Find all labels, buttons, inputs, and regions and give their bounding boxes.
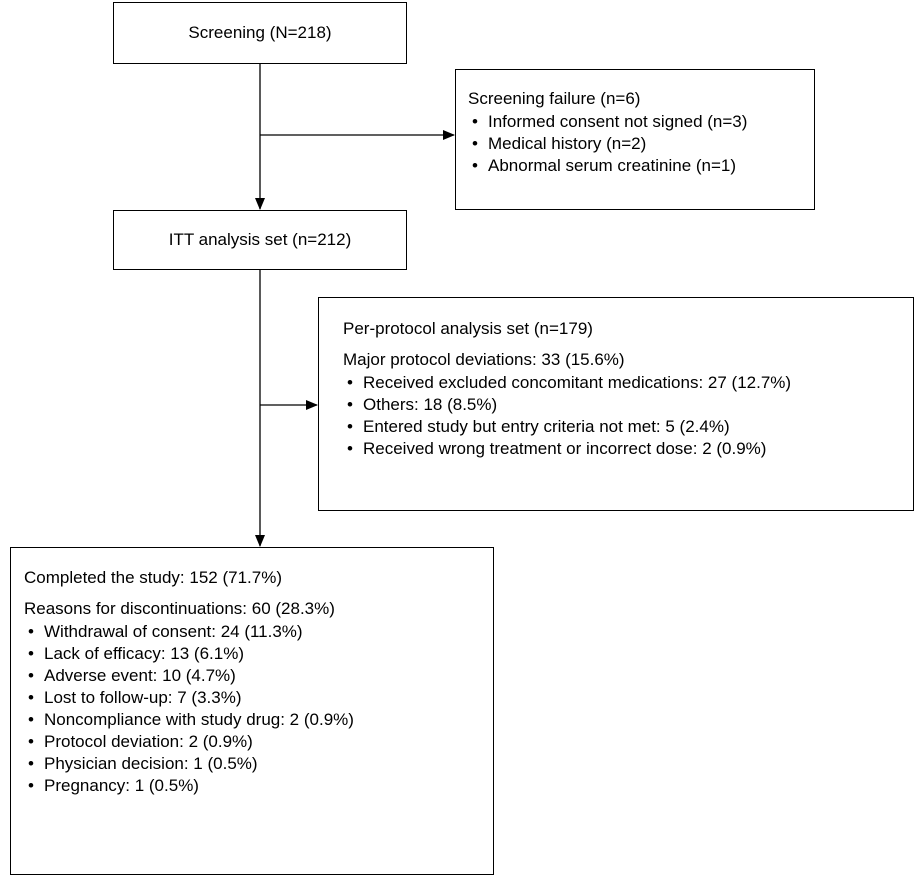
list-item: Pregnancy: 1 (0.5%) (24, 775, 493, 797)
list-item: Lack of efficacy: 13 (6.1%) (24, 643, 493, 665)
completed-title: Completed the study: 152 (71.7%) (24, 568, 282, 587)
list-item: Withdrawal of consent: 24 (11.3%) (24, 621, 493, 643)
screening-failure-box: Screening failure (n=6) Informed consent… (455, 69, 815, 210)
screening-failure-title: Screening failure (n=6) (468, 89, 641, 108)
screening-label: Screening (N=218) (188, 23, 332, 42)
list-item: Medical history (n=2) (468, 133, 814, 155)
list-item: Noncompliance with study drug: 2 (0.9%) (24, 709, 493, 731)
screening-box: Screening (N=218) (113, 2, 407, 64)
list-item: Protocol deviation: 2 (0.9%) (24, 731, 493, 753)
list-item: Received excluded concomitant medication… (343, 372, 913, 394)
screening-failure-list: Informed consent not signed (n=3) Medica… (468, 111, 814, 177)
discontinuation-header: Reasons for discontinuations: 60 (28.3%) (24, 599, 335, 618)
itt-box: ITT analysis set (n=212) (113, 210, 407, 270)
list-item: Adverse event: 10 (4.7%) (24, 665, 493, 687)
deviations-header: Major protocol deviations: 33 (15.6%) (343, 350, 625, 369)
list-item: Abnormal serum creatinine (n=1) (468, 155, 814, 177)
list-item: Others: 18 (8.5%) (343, 394, 913, 416)
itt-label: ITT analysis set (n=212) (168, 230, 352, 249)
list-item: Physician decision: 1 (0.5%) (24, 753, 493, 775)
list-item: Lost to follow-up: 7 (3.3%) (24, 687, 493, 709)
list-item: Entered study but entry criteria not met… (343, 416, 913, 438)
list-item: Informed consent not signed (n=3) (468, 111, 814, 133)
deviations-list: Received excluded concomitant medication… (343, 372, 913, 460)
discontinuation-list: Withdrawal of consent: 24 (11.3%) Lack o… (24, 621, 493, 797)
per-protocol-box: Per-protocol analysis set (n=179) Major … (318, 297, 914, 511)
list-item: Received wrong treatment or incorrect do… (343, 438, 913, 460)
completed-box: Completed the study: 152 (71.7%) Reasons… (10, 547, 494, 875)
per-protocol-title: Per-protocol analysis set (n=179) (343, 319, 593, 338)
